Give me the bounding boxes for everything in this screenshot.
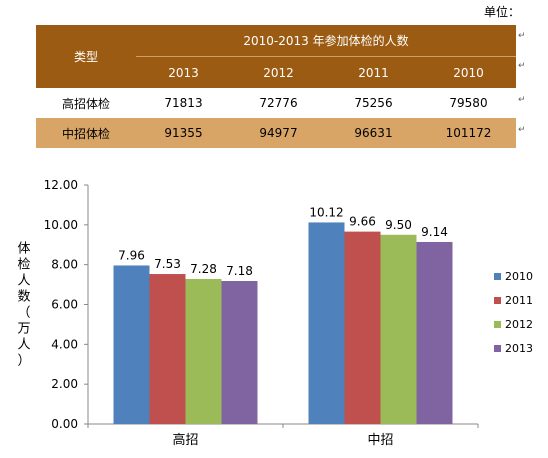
- table-cell: 71813: [164, 96, 203, 110]
- bar: [344, 231, 381, 424]
- unit-label: 单位：: [484, 5, 521, 19]
- y-tick-label: 8.00: [51, 258, 78, 272]
- legend-item: 2011: [494, 294, 533, 307]
- paragraph-mark-icon: ↵: [518, 95, 526, 105]
- legend-swatch: [494, 321, 501, 328]
- y-tick-label: 2.00: [51, 377, 78, 391]
- y-tick-label: 0.00: [51, 417, 78, 431]
- legend-item: 2012: [494, 318, 533, 331]
- y-tick-label: 6.00: [51, 298, 78, 312]
- year-header: 2013: [168, 65, 199, 80]
- table-cell: 79580: [449, 96, 488, 110]
- bar: [221, 280, 258, 424]
- legend-swatch: [494, 345, 501, 352]
- table-cell: 96631: [354, 126, 393, 140]
- table-header-divider: [136, 56, 516, 57]
- data-label: 7.96: [118, 248, 145, 262]
- legend-label: 2010: [505, 270, 533, 283]
- table-row-background: [36, 88, 516, 118]
- data-label: 7.53: [154, 257, 181, 271]
- data-label: 10.12: [309, 205, 343, 219]
- type-header: 类型: [73, 50, 98, 64]
- table-title: 2010-2013 年参加体检的人数: [243, 34, 409, 48]
- table-cell: 101172: [445, 126, 492, 140]
- data-label: 9.14: [421, 225, 448, 239]
- bar: [416, 241, 453, 424]
- row-label-gaozhao: 高招体检: [61, 96, 110, 111]
- legend-label: 2013: [505, 342, 533, 355]
- table-cell: 72776: [259, 96, 298, 110]
- data-label: 7.28: [190, 262, 217, 276]
- legend-label: 2011: [505, 294, 533, 307]
- data-table: 类型 2010-2013 年参加体检的人数 2013 2012 2011 201…: [36, 25, 526, 155]
- y-tick-label: 10.00: [44, 218, 78, 232]
- table-cell: 75256: [354, 96, 393, 110]
- category-label: 中招: [367, 433, 393, 448]
- data-label: 9.66: [349, 215, 376, 229]
- bar-chart: 0.00 2.00 4.00 6.00 8.00 10.00 12.00 7.96 7.53 7.…: [17, 178, 479, 448]
- table-cell: 91355: [164, 126, 203, 140]
- paragraph-mark-icon: ↵: [518, 31, 526, 41]
- bar: [185, 279, 222, 424]
- year-header: 2011: [358, 65, 389, 80]
- year-header: 2012: [263, 65, 294, 80]
- bar: [308, 222, 345, 424]
- year-header: 2010: [453, 65, 484, 80]
- row-label-zhongzhao: 中招体检: [61, 126, 110, 141]
- bar: [149, 274, 186, 424]
- legend-swatch: [494, 297, 501, 304]
- paragraph-mark-icon: ↵: [518, 61, 526, 71]
- table-row-highlight-background: [36, 118, 516, 148]
- y-tick-label: 4.00: [51, 337, 78, 351]
- data-label: 9.50: [385, 218, 412, 232]
- category-label: 高招: [172, 432, 198, 448]
- table-cell: 94977: [259, 126, 298, 140]
- bar: [113, 265, 150, 424]
- legend-swatch: [494, 273, 501, 280]
- y-tick-label: 12.00: [44, 178, 78, 192]
- paragraph-mark-icon: ↵: [518, 125, 526, 135]
- legend-item: 2010: [494, 270, 533, 283]
- legend-label: 2012: [505, 318, 533, 331]
- bar: [380, 234, 417, 424]
- data-label: 7.18: [226, 264, 253, 278]
- y-axis-title: 体检人数（万人）: [17, 242, 30, 369]
- legend-item: 2013: [494, 342, 533, 355]
